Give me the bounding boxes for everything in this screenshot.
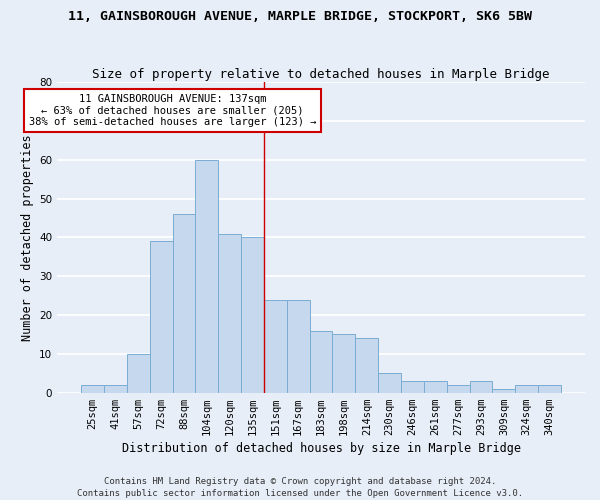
Bar [424, 381, 447, 392]
Title: Size of property relative to detached houses in Marple Bridge: Size of property relative to detached ho… [92, 68, 550, 81]
Bar [173, 214, 196, 392]
Text: Contains HM Land Registry data © Crown copyright and database right 2024.
Contai: Contains HM Land Registry data © Crown c… [77, 476, 523, 498]
Bar [493, 389, 515, 392]
Bar [515, 385, 538, 392]
Bar [241, 238, 264, 392]
Bar [196, 160, 218, 392]
Bar [104, 385, 127, 392]
Bar [287, 300, 310, 392]
Bar [538, 385, 561, 392]
Bar [264, 300, 287, 392]
Text: 11, GAINSBOROUGH AVENUE, MARPLE BRIDGE, STOCKPORT, SK6 5BW: 11, GAINSBOROUGH AVENUE, MARPLE BRIDGE, … [68, 10, 532, 23]
Y-axis label: Number of detached properties: Number of detached properties [20, 134, 34, 340]
Bar [127, 354, 149, 393]
Bar [378, 374, 401, 392]
Bar [149, 242, 173, 392]
Bar [310, 330, 332, 392]
Bar [470, 381, 493, 392]
Bar [447, 385, 470, 392]
Bar [401, 381, 424, 392]
Bar [218, 234, 241, 392]
Bar [81, 385, 104, 392]
Bar [332, 334, 355, 392]
Bar [355, 338, 378, 392]
Text: 11 GAINSBOROUGH AVENUE: 137sqm
← 63% of detached houses are smaller (205)
38% of: 11 GAINSBOROUGH AVENUE: 137sqm ← 63% of … [29, 94, 316, 127]
X-axis label: Distribution of detached houses by size in Marple Bridge: Distribution of detached houses by size … [122, 442, 521, 455]
